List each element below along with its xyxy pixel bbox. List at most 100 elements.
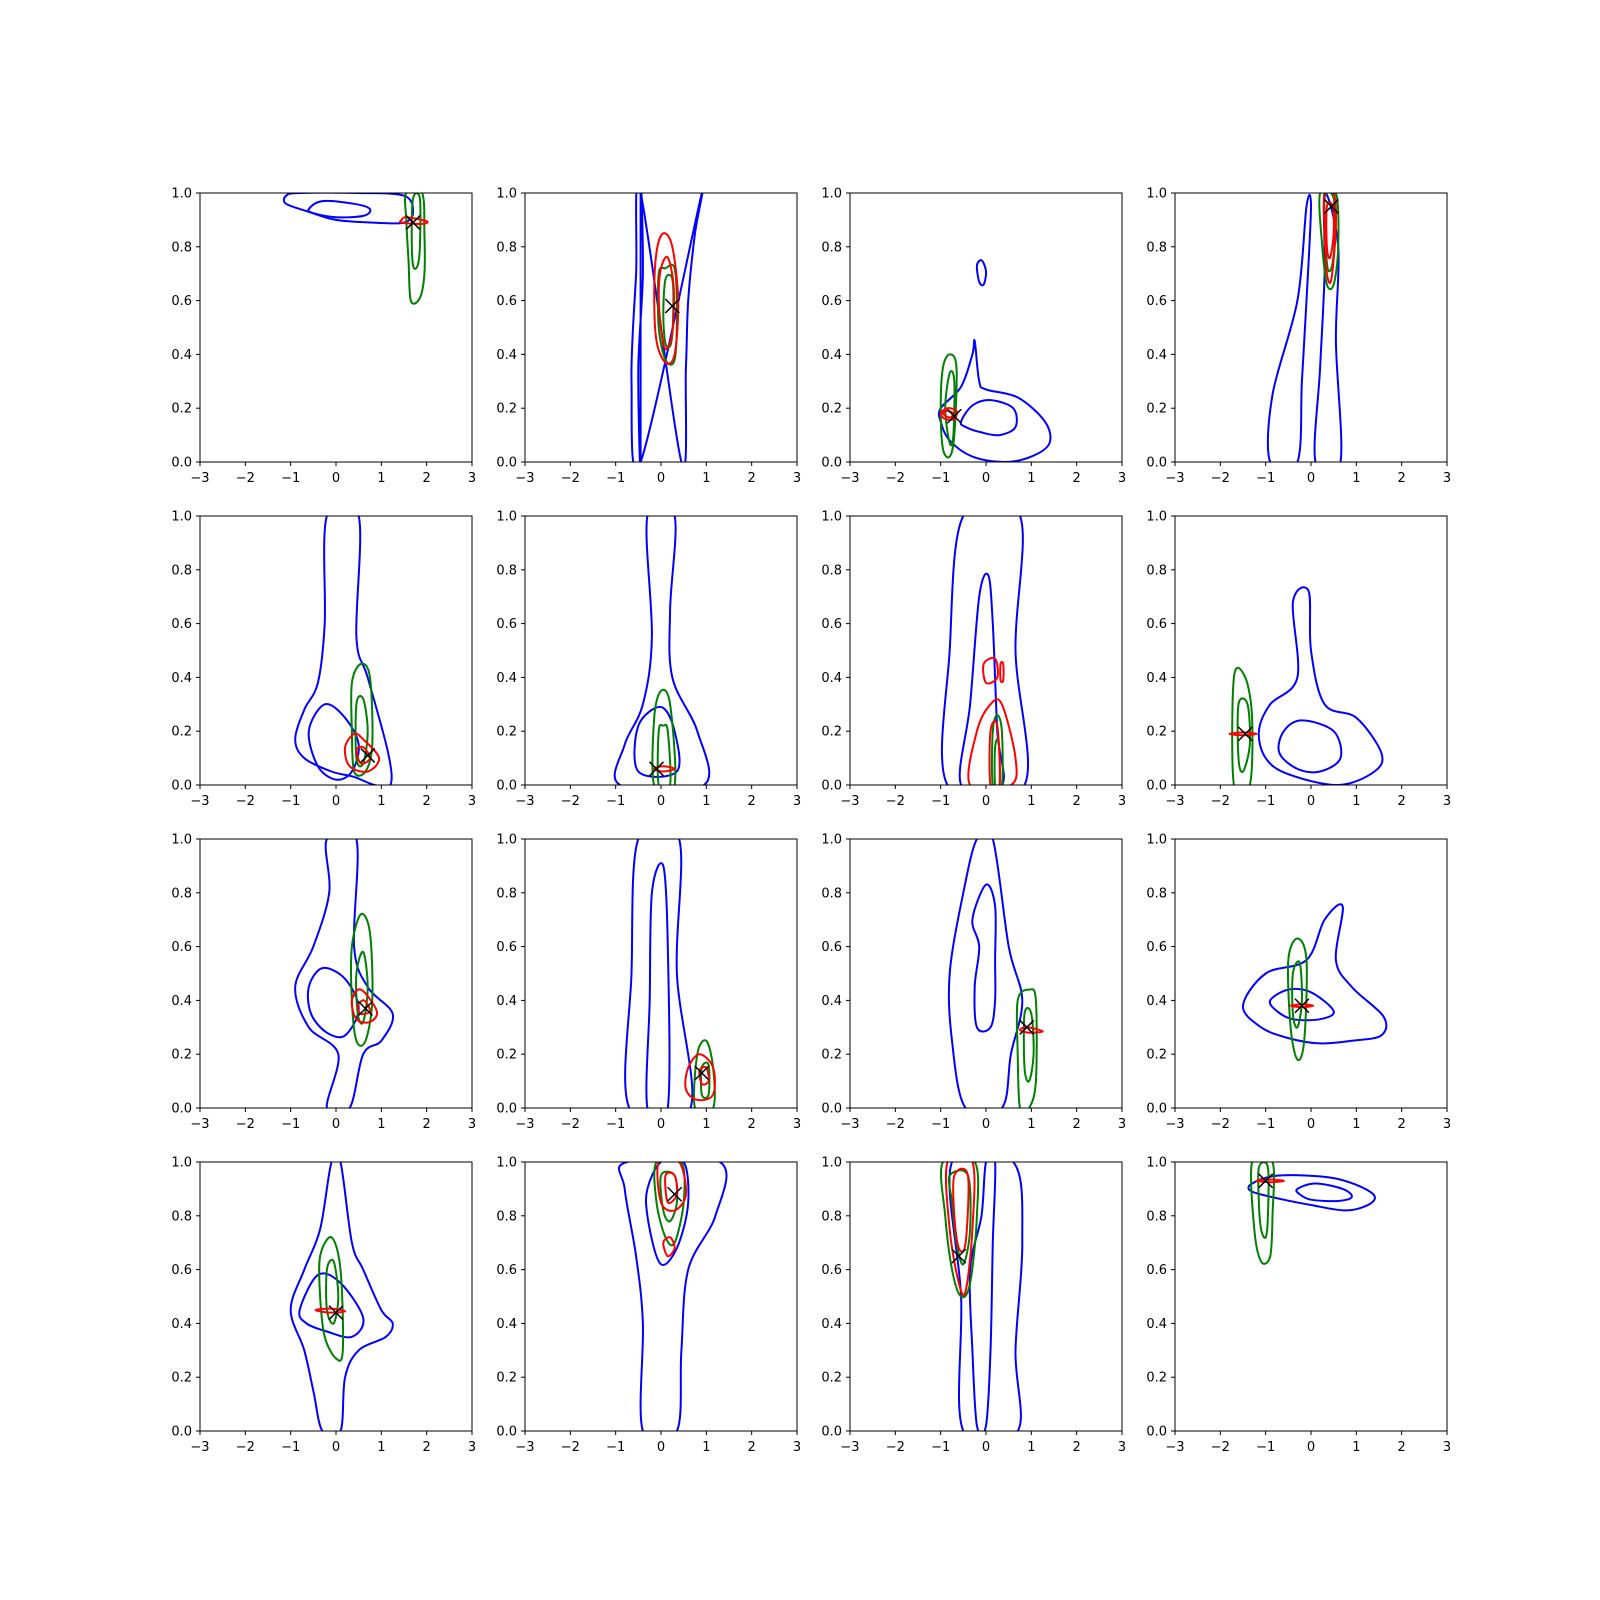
x-tick-label: 1 [377,794,385,809]
x-tick-label: 2 [423,1117,431,1132]
y-tick-label: 0.8 [496,886,517,901]
red-contour [684,1053,716,1102]
x-tick-label: 1 [702,1117,710,1132]
red-contour [653,765,676,773]
green-contour [1286,937,1308,1062]
plot-area [1242,903,1388,1062]
y-tick-label: 0.8 [821,240,842,255]
y-tick-label: 0.2 [496,402,517,417]
green-contour [656,723,672,785]
axes-frame [849,838,1123,1109]
subplot-10: −3 −2 −1 0 1 2 3 0.0 0.2 0.4 0.6 0.8 1.0 [496,833,801,1133]
blue-contour [298,1272,365,1339]
red-contour [1019,1026,1044,1034]
y-tick-label: 0.6 [496,940,517,955]
x-tick-label: 0 [982,1440,990,1455]
axes-frame [1174,838,1448,1109]
y-tick-label: 0.0 [1146,779,1167,794]
x-tick-label: −3 [1165,471,1184,486]
x-marker [946,408,962,424]
y-tick-label: 0.8 [171,563,192,578]
red-contour [1255,1178,1285,1184]
y-tick-label: 0.8 [496,1209,517,1224]
y-tick-label: 0.4 [496,348,517,363]
y-tick-label: 0.0 [821,456,842,471]
y-tick-label: 0.6 [496,294,517,309]
subplot-12: −3 −2 −1 0 1 2 3 0.0 0.2 0.4 0.6 0.8 1.0 [1146,833,1451,1133]
green-contour [651,688,677,785]
axes-frame [849,1161,1123,1432]
red-contour [939,407,958,421]
y-tick-label: 0.8 [1146,1209,1167,1224]
x-tick-label: −3 [840,1117,859,1132]
subplot-3: −3 −2 −1 0 1 2 3 0.0 0.2 0.4 0.6 0.8 1.0 [821,187,1126,487]
x-tick-label: 1 [1027,471,1035,486]
green-contour [410,193,422,270]
x-tick-label: 1 [377,471,385,486]
y-tick-label: 0.4 [821,671,842,686]
x-marker [664,298,680,314]
x-tick-label: −2 [1211,1117,1230,1132]
y-tick-label: 0.8 [821,563,842,578]
x-tick-label: −2 [886,794,905,809]
x-tick-label: −1 [281,1440,300,1455]
y-tick-label: 0.2 [1146,725,1167,740]
y-tick-label: 0.0 [171,1425,192,1440]
y-tick-label: 0.6 [496,1263,517,1278]
plot-area [282,193,429,305]
blue-contour [1266,193,1312,462]
green-contour [939,1162,980,1299]
x-tick-label: −1 [931,1440,950,1455]
y-tick-label: 0.4 [821,994,842,1009]
x-tick-label: 1 [702,471,710,486]
x-marker [1019,1019,1035,1035]
x-tick-label: 0 [332,1117,340,1132]
x-tick-label: 0 [1307,1440,1315,1455]
x-tick-label: −3 [190,1440,209,1455]
x-tick-label: −1 [931,471,950,486]
y-tick-label: 0.6 [821,294,842,309]
x-tick-label: 3 [1443,1117,1451,1132]
x-tick-label: 2 [748,1440,756,1455]
blue-contour [1247,1174,1376,1212]
x-tick-label: −2 [1211,471,1230,486]
x-tick-label: 1 [1027,794,1035,809]
y-tick-label: 0.0 [496,1102,517,1117]
x-tick-label: −1 [281,1117,300,1132]
x-tick-label: −2 [1211,794,1230,809]
x-marker [1258,1173,1274,1189]
green-contour [1231,666,1254,785]
green-contour [1291,960,1303,1029]
subplot-14: −3 −2 −1 0 1 2 3 0.0 0.2 0.4 0.6 0.8 1.0 [496,1156,801,1456]
x-tick-label: 2 [423,1440,431,1455]
subplot-6: −3 −2 −1 0 1 2 3 0.0 0.2 0.4 0.6 0.8 1.0 [496,510,801,810]
y-tick-label: 0.4 [821,348,842,363]
plot-area [947,839,1044,1108]
x-tick-label: −1 [606,471,625,486]
x-marker [1323,198,1339,214]
y-tick-label: 0.0 [496,1425,517,1440]
green-contour [318,1236,345,1362]
x-marker [667,1186,683,1202]
blue-contour [282,193,415,225]
x-tick-label: 0 [332,1440,340,1455]
x-tick-label: −3 [515,1117,534,1132]
x-tick-label: 1 [1352,1117,1360,1132]
red-contour [653,232,680,365]
y-tick-label: 0.8 [1146,240,1167,255]
x-tick-label: −2 [561,471,580,486]
axes-frame [199,192,473,463]
x-tick-label: −2 [236,1440,255,1455]
y-tick-label: 0.6 [821,940,842,955]
x-tick-label: 3 [1443,1440,1451,1455]
x-tick-label: 2 [748,471,756,486]
x-tick-label: −3 [190,471,209,486]
x-tick-label: −1 [931,1117,950,1132]
x-tick-label: 3 [468,1117,476,1132]
x-tick-label: 3 [1443,471,1451,486]
x-tick-label: −2 [886,471,905,486]
y-tick-label: 0.2 [496,1371,517,1386]
x-tick-label: 3 [1118,1117,1126,1132]
red-contour [656,1162,688,1212]
